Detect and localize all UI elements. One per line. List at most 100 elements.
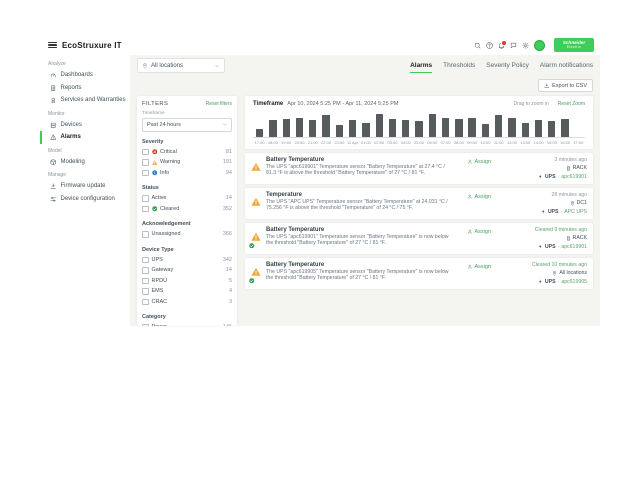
- sidebar-item-device-configuration[interactable]: Device configuration: [40, 193, 130, 206]
- filter-option-rpdu[interactable]: RPDU 5: [142, 276, 232, 287]
- bar-chart[interactable]: [253, 111, 585, 137]
- x-tick-label: 23:00: [334, 139, 345, 145]
- bar: [439, 111, 452, 137]
- timeframe-select[interactable]: Past 24 hours: [142, 117, 232, 132]
- checkbox[interactable]: [142, 267, 149, 274]
- bar: [253, 111, 266, 137]
- cleared-warning-icon: [249, 229, 261, 248]
- x-tick-label: 16:00: [560, 139, 571, 145]
- checkbox[interactable]: [142, 159, 149, 166]
- search-icon[interactable]: [474, 42, 481, 49]
- menu-icon[interactable]: [48, 41, 57, 49]
- filter-option-warning[interactable]: Warning 191: [142, 157, 232, 168]
- pin-icon: [570, 200, 575, 206]
- sidebar-item-services-and-warranties[interactable]: Services and Warranties: [40, 94, 130, 107]
- sidebar-item-modeling[interactable]: Modeling: [40, 156, 130, 169]
- alarm-device: UPS · apc619905: [538, 279, 587, 285]
- checkbox[interactable]: [142, 288, 149, 295]
- assign-button[interactable]: Assign: [467, 159, 491, 180]
- sidebar-item-dashboards[interactable]: Dashboards: [40, 69, 130, 82]
- filter-option-power[interactable]: Power146: [142, 322, 232, 326]
- bar: [412, 111, 425, 137]
- reset-zoom-link[interactable]: Reset Zoom: [557, 101, 585, 107]
- main-top-row: All locations Alarms Thresholds Severity P…: [137, 58, 593, 73]
- sidebar-item-devices[interactable]: Devices: [40, 119, 130, 132]
- alarm-location: RACK: [566, 165, 587, 171]
- assign-button[interactable]: Assign: [467, 194, 491, 215]
- avatar[interactable]: [534, 39, 545, 51]
- tab-alarms[interactable]: Alarms: [410, 62, 433, 73]
- settings-gear-icon[interactable]: [522, 41, 529, 49]
- tab-alarm-notifications[interactable]: Alarm notifications: [539, 62, 593, 69]
- device-link[interactable]: APC UPS: [564, 208, 587, 215]
- filter-option-count: 5: [228, 277, 232, 284]
- feedback-icon[interactable]: [510, 42, 517, 49]
- export-row: Export to CSV: [137, 79, 593, 92]
- warning-icon: [151, 159, 158, 166]
- checkbox[interactable]: [142, 256, 149, 263]
- sidebar-item-label: Dashboards: [60, 72, 93, 79]
- filter-option-cleared[interactable]: Cleared 352: [142, 204, 232, 215]
- filter-option-info[interactable]: Info 94: [142, 168, 232, 179]
- alarm-card[interactable]: Battery Temperature The UPS "apc619901" T…: [245, 152, 593, 184]
- checkbox[interactable]: [142, 148, 149, 155]
- assign-button[interactable]: Assign: [467, 264, 491, 285]
- content-row: FILTERS Reset filters Timeframe Past 24 …: [137, 96, 593, 326]
- alarm-location: All locations: [552, 270, 587, 276]
- filter-option-unassigned[interactable]: Unassigned 366: [142, 229, 232, 240]
- filter-option-ups[interactable]: UPS 342: [142, 255, 232, 266]
- filter-option-gateway[interactable]: Gateway 14: [142, 265, 232, 276]
- export-csv-button[interactable]: Export to CSV: [538, 79, 593, 92]
- checkbox[interactable]: [142, 298, 149, 305]
- alarm-card[interactable]: Temperature The UPS "APC UPS" Temperature…: [245, 187, 593, 219]
- device-link[interactable]: apc619901: [561, 243, 587, 250]
- reset-filters-link[interactable]: Reset filters: [205, 101, 232, 107]
- alarm-body: Battery Temperature The UPS "apc619905" T…: [266, 262, 454, 285]
- alarm-card[interactable]: Battery Temperature The UPS "apc619901" T…: [245, 222, 593, 254]
- assign-button[interactable]: Assign: [467, 229, 491, 250]
- cleared-icon: [151, 206, 158, 212]
- device-link[interactable]: apc619901: [561, 173, 587, 180]
- tab-thresholds[interactable]: Thresholds: [443, 62, 476, 69]
- device-type: UPS: [544, 173, 556, 180]
- info-icon: [151, 170, 158, 176]
- filter-option-count: 4: [228, 288, 232, 295]
- x-tick-label: 11 Apr: [346, 139, 359, 145]
- device-link[interactable]: apc619905: [561, 278, 587, 285]
- bar: [558, 111, 571, 137]
- x-tick-label: 11:00: [493, 139, 504, 145]
- checkbox[interactable]: [142, 277, 149, 284]
- firmware-update-icon: [50, 183, 57, 190]
- filter-option-active[interactable]: Active 14: [142, 193, 232, 204]
- filter-option-crac[interactable]: CRAC 3: [142, 297, 232, 308]
- alarm-time: Cleared 9 minutes ago: [534, 226, 587, 233]
- alarm-description: The UPS "apc619905" Temperature sensor "…: [266, 268, 449, 282]
- checkbox[interactable]: [142, 205, 149, 212]
- location-selector[interactable]: All locations: [137, 58, 225, 73]
- x-tick-label: 10:00: [480, 139, 491, 145]
- bar: [359, 111, 372, 137]
- alarm-card[interactable]: Battery Temperature The UPS "apc619905" T…: [245, 257, 593, 289]
- sidebar-item-label: Device configuration: [60, 195, 115, 202]
- x-tick-label: 08:00: [453, 139, 464, 145]
- sidebar-item-reports[interactable]: Reports: [40, 82, 130, 95]
- filter-group-label: Category: [142, 314, 166, 320]
- checkbox[interactable]: [142, 231, 149, 238]
- checkbox[interactable]: [142, 195, 149, 202]
- filter-option-ems[interactable]: EMS 4: [142, 286, 232, 297]
- bar: [492, 111, 505, 137]
- alarm-device: UPS · apc619901: [538, 244, 587, 250]
- sidebar-item-firmware-update[interactable]: Firmware update: [40, 180, 130, 193]
- filter-option-critical[interactable]: Critical 81: [142, 147, 232, 158]
- notifications-bell-icon[interactable]: [498, 39, 507, 49]
- help-icon[interactable]: [486, 41, 493, 49]
- checkbox[interactable]: [142, 169, 149, 176]
- sidebar-item-alarms[interactable]: Alarms: [40, 131, 130, 144]
- checkbox[interactable]: [142, 324, 149, 326]
- x-tick-label: 15:00: [546, 139, 557, 145]
- bar: [280, 111, 293, 137]
- tab-severity-policy[interactable]: Severity Policy: [486, 62, 529, 69]
- bolt-icon: [538, 244, 543, 249]
- bar: [386, 111, 399, 137]
- alarm-location: RACK: [566, 235, 587, 241]
